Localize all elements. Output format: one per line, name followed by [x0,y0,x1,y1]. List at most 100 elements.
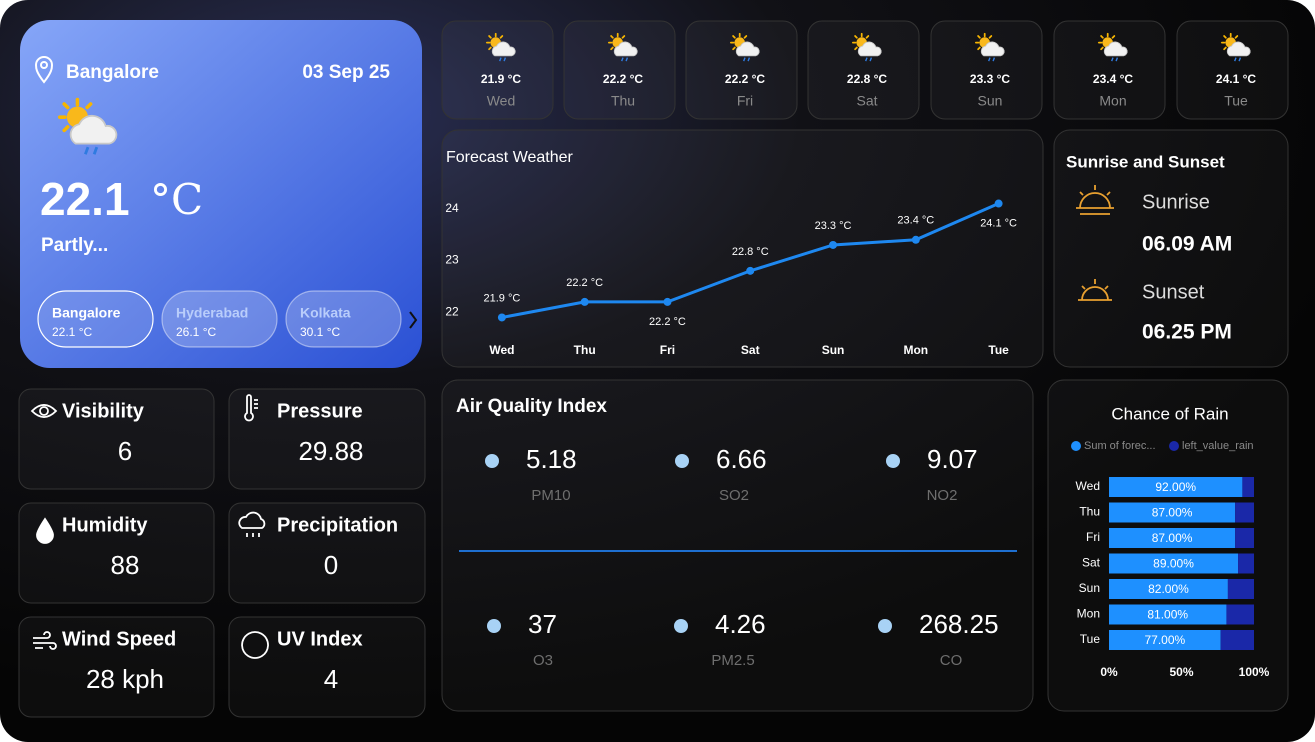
legend-swatch [1071,441,1081,451]
data-label: 24.1 °C [980,217,1017,229]
city-name: Bangalore [52,305,121,321]
metric-label: Visibility [62,400,145,422]
bar [1235,528,1254,548]
bar [1238,553,1254,574]
aqi-panel [441,379,1034,712]
forecast-title: Forecast Weather [446,149,574,166]
day-card [807,20,920,120]
metric-icon [36,517,54,544]
day-temp: 22.8 °C [847,72,887,86]
temperature-unit: °C [150,175,203,224]
day-card [563,20,676,120]
metric-icon [238,511,266,537]
data-label: 92.00% [1155,480,1196,494]
rain-panel [1047,379,1289,712]
x-tick-label: Wed [489,343,514,357]
next-arrow[interactable] [409,311,418,329]
city-pill[interactable] [37,290,154,348]
legend-label: left_value_rain [1182,440,1254,452]
day-card [1053,20,1166,120]
metric-label: Wind Speed [62,628,176,650]
day-name: Fri [737,93,753,109]
data-label: 89.00% [1153,557,1194,571]
x-tick-label: Sat [741,343,760,357]
day-temp: 21.9 °C [481,72,521,86]
y-tick-label: 22 [445,304,459,318]
aqi-name: O3 [533,652,553,669]
metric-label: Precipitation [277,514,398,536]
rain-title: Chance of Rain [1111,404,1228,423]
metric-card [228,502,426,604]
data-label: 21.9 °C [483,292,520,304]
data-label: 23.4 °C [897,215,934,227]
x-tick-label: Fri [660,343,675,357]
point [580,297,589,306]
day-name: Thu [611,93,635,109]
bar [1235,502,1254,523]
day-card [441,20,554,120]
aqi-value: 6.66 [716,444,767,474]
date: 03 Sep 25 [302,62,390,83]
y-tick-label: Mon [1077,607,1100,621]
forecast-panel [441,129,1044,368]
day-temp: 23.4 °C [1093,72,1133,86]
point [911,235,920,244]
metric-value: 28 kph [86,664,164,694]
day-name: Sat [856,93,877,109]
city-pill[interactable] [161,290,278,348]
x-tick-label: Thu [574,343,596,357]
data-label: 87.00% [1152,506,1193,520]
metric-label: UV Index [277,628,363,650]
temperature: 22.1 [40,173,130,225]
y-tick-label: Sun [1079,581,1100,595]
aqi-name: CO [940,652,963,669]
city-temp: 22.1 °C [52,325,92,339]
data-label: 22.8 °C [732,246,769,258]
bar [1109,477,1243,497]
aqi-name: NO2 [927,487,958,504]
point [829,240,838,249]
y-tick-label: Tue [1080,632,1101,646]
metric-value: 6 [118,436,132,466]
x-tick-label: Sun [822,343,845,357]
sun-title: Sunrise and Sunset [1066,152,1225,171]
current-card [20,20,422,368]
city-pill[interactable] [285,290,402,348]
point [746,266,755,275]
bar [1227,579,1254,599]
data-label: 22.2 °C [566,277,603,289]
aqi-value: 37 [528,609,557,639]
day-name: Wed [487,93,516,109]
bar [1109,553,1239,574]
bar [1109,604,1227,625]
point [994,199,1003,208]
data-label: 23.3 °C [815,220,852,232]
x-tick-label: 0% [1100,665,1118,679]
y-tick-label: 23 [445,253,459,267]
x-tick-label: 50% [1169,665,1193,679]
day-card [685,20,798,120]
metric-card [18,502,215,604]
metric-value: 29.88 [298,436,363,466]
metric-card [18,388,215,490]
metric-label: Pressure [277,400,363,422]
metric-icon [33,631,57,650]
day-temp: 22.2 °C [603,72,643,86]
bar [1220,630,1254,650]
day-temp: 22.2 °C [725,72,765,86]
sunrise-label: Sunrise [1142,191,1210,213]
metric-card [18,616,215,718]
location-dot [40,61,48,69]
aqi-dot [886,454,900,468]
x-tick-label: Mon [903,343,928,357]
day-card [1176,20,1289,120]
aqi-dot [674,619,688,633]
day-temp: 23.3 °C [970,72,1010,86]
legend-swatch [1169,441,1179,451]
legend-label: Sum of forec... [1084,440,1156,452]
metric-icon [241,631,269,659]
aqi-dot [675,454,689,468]
city-temp: 26.1 °C [176,325,216,339]
day-card [930,20,1043,120]
metric-value: 4 [324,664,338,694]
